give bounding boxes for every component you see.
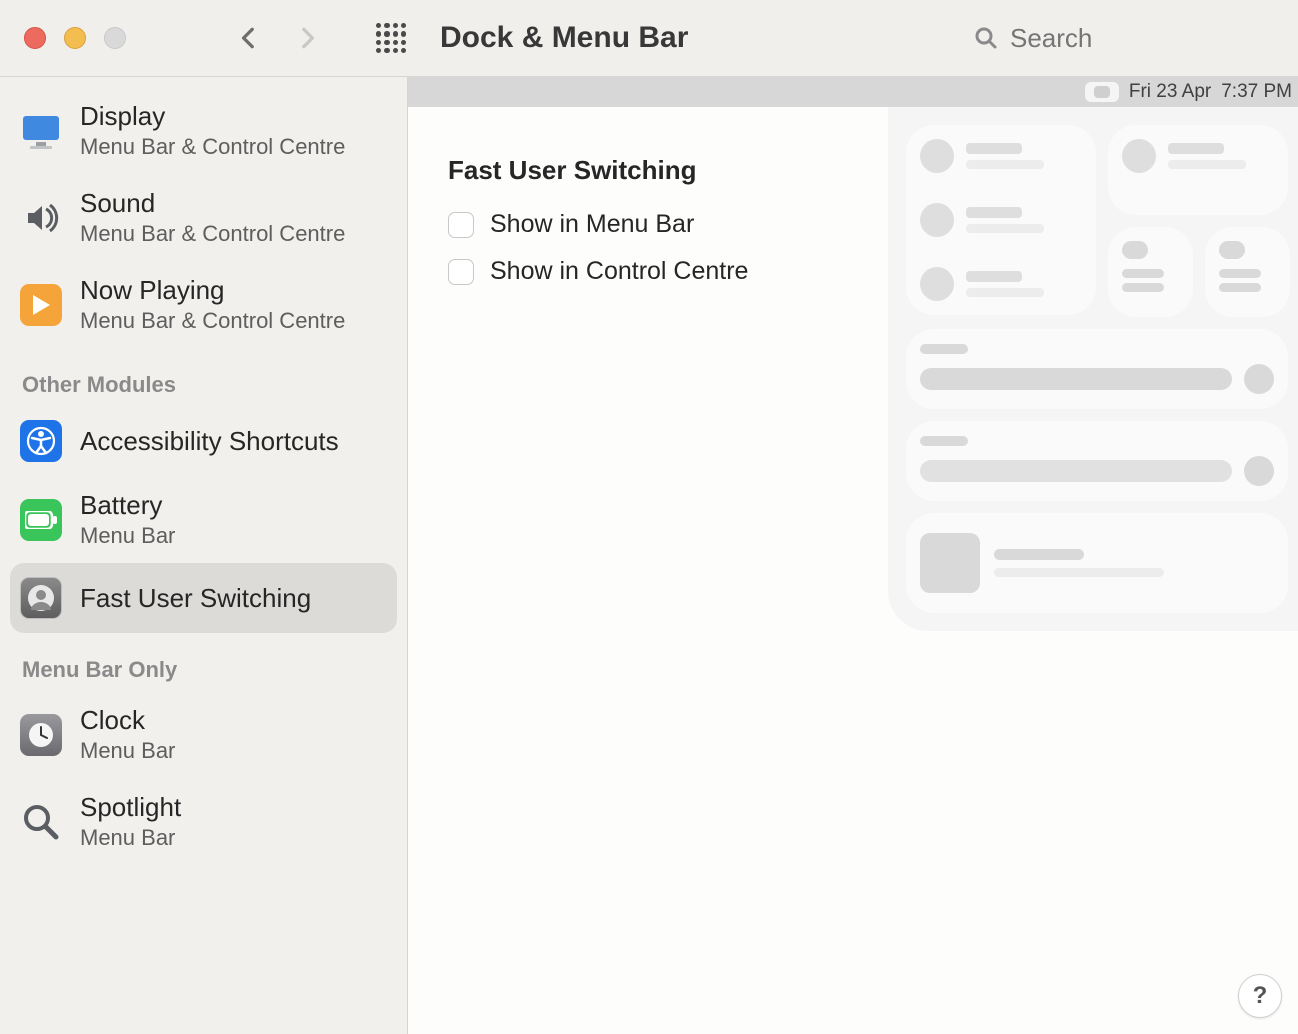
sidebar-item-label: Fast User Switching [80,583,311,614]
spotlight-icon [20,801,62,843]
sidebar-item-battery[interactable]: BatteryMenu Bar [10,476,397,563]
cc-tile [1108,227,1193,317]
display-icon [20,110,62,152]
show-all-prefs-button[interactable] [376,23,406,53]
nav-buttons [236,25,320,51]
main-pane: Fri 23 Apr 7:37 PM Fast User Switching S… [407,77,1298,1034]
sidebar-item-label: Battery [80,490,175,521]
control-centre-preview [888,107,1298,631]
forward-button[interactable] [294,25,320,51]
cc-tile [1205,227,1290,317]
search-icon [974,26,998,50]
control-centre-menubar-icon [1085,82,1119,102]
cc-nowplaying-tile [906,513,1288,613]
sound-icon [20,197,62,239]
option-label: Show in Menu Bar [490,210,694,239]
cc-tile [906,125,1096,315]
menubar-time: 7:37 PM [1221,81,1292,103]
search-field[interactable] [974,23,1274,54]
zoom-window-button[interactable] [104,27,126,49]
sidebar-item-label: Display [80,101,345,132]
minimize-window-button[interactable] [64,27,86,49]
cc-slider-tile [906,421,1288,501]
sidebar-item-subtitle: Menu Bar & Control Centre [80,134,345,160]
sidebar-item-accessibility[interactable]: Accessibility Shortcuts [10,406,397,476]
battery-icon [20,499,62,541]
sidebar-item-fast-user[interactable]: Fast User Switching [10,563,397,633]
play-icon [20,284,62,326]
sidebar-item-clock[interactable]: ClockMenu Bar [10,691,397,778]
cc-tile [1108,125,1288,215]
sidebar-item-label: Now Playing [80,275,345,306]
sidebar-item-subtitle: Menu Bar [80,738,175,764]
menubar-date: Fri 23 Apr [1129,81,1211,103]
traffic-lights [24,27,126,49]
sidebar-item-label: Clock [80,705,175,736]
sidebar-item-spotlight[interactable]: SpotlightMenu Bar [10,778,397,865]
window-title: Dock & Menu Bar [440,21,688,55]
sidebar-item-subtitle: Menu Bar [80,523,175,549]
sidebar-item-subtitle: Menu Bar & Control Centre [80,308,345,334]
sidebar-item-label: Accessibility Shortcuts [80,426,339,457]
back-button[interactable] [236,25,262,51]
menubar-preview: Fri 23 Apr 7:37 PM [408,77,1298,107]
toolbar: Dock & Menu Bar [0,0,1298,76]
sidebar-item-label: Sound [80,188,345,219]
accessibility-icon [20,420,62,462]
user-icon [20,577,62,619]
sidebar-item-now-playing[interactable]: Now PlayingMenu Bar & Control Centre [10,261,397,348]
sidebar-item-sound[interactable]: SoundMenu Bar & Control Centre [10,174,397,261]
help-button[interactable]: ? [1238,974,1282,1018]
sidebar-item-subtitle: Menu Bar & Control Centre [80,221,345,247]
sidebar: DisplayMenu Bar & Control CentreSoundMen… [0,77,407,1034]
option-label: Show in Control Centre [490,257,748,286]
search-input[interactable] [1010,23,1274,54]
close-window-button[interactable] [24,27,46,49]
sidebar-item-label: Spotlight [80,792,181,823]
clock-icon [20,714,62,756]
checkbox-menubar[interactable] [448,212,474,238]
sidebar-item-subtitle: Menu Bar [80,825,181,851]
sidebar-item-display[interactable]: DisplayMenu Bar & Control Centre [10,87,397,174]
section-header-other: Other Modules [10,348,397,406]
cc-slider-tile [906,329,1288,409]
checkbox-cc[interactable] [448,259,474,285]
section-header-menubaronly: Menu Bar Only [10,633,397,691]
